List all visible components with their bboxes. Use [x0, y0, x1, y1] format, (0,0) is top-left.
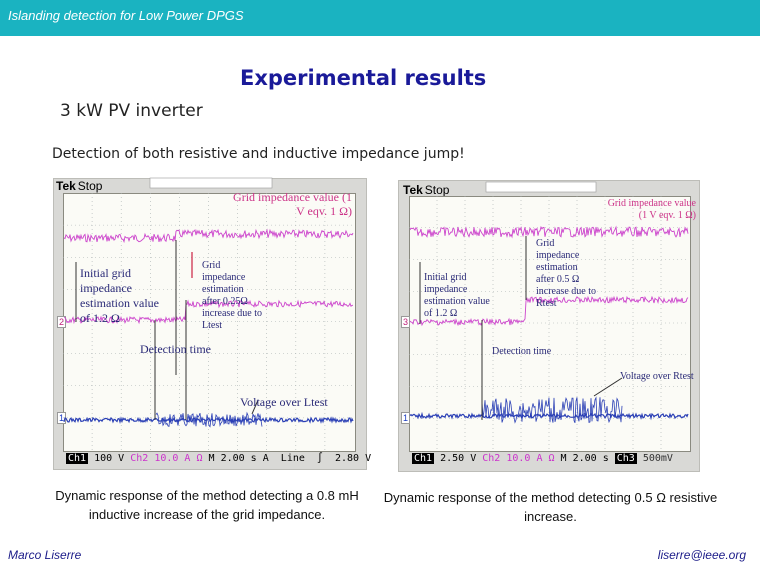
right-grid-impedance-trace	[409, 225, 689, 239]
left-grid-impedance-trace	[63, 228, 354, 244]
left-caption: Dynamic response of the method detecting…	[55, 488, 359, 522]
left-status-ch1: Ch1	[66, 453, 89, 464]
right-tek-brand: Tek	[403, 183, 423, 197]
slide-description: Detection of both resistive and inductiv…	[52, 146, 465, 162]
left-marker-channel-3: 2	[57, 316, 67, 328]
right-scope-screen	[409, 196, 691, 452]
right-tek-label: Tek Stop	[403, 183, 449, 197]
right-caption: Dynamic response of the method detecting…	[383, 490, 718, 524]
right-status-time: M 2.00 s	[560, 453, 609, 464]
right-annotation-grid-value: Grid impedance value (1 V eqv. 1 Ω)	[607, 198, 696, 221]
right-status-ch1: Ch1	[412, 453, 435, 464]
right-trigger-window	[485, 181, 597, 193]
right-voltage-trace	[409, 411, 689, 421]
left-voltage-trace	[63, 415, 354, 425]
right-annotation-detection-time: Detection time	[492, 346, 552, 357]
left-voltage-pointer	[251, 399, 259, 415]
left-annotation-voltage: Voltage over Ltest	[240, 395, 328, 409]
left-status-time: M 2.00 s	[208, 453, 257, 464]
left-annotation-detection-time: Detection time	[140, 342, 211, 356]
left-scope-status: Ch1 100 V Ch2 10.0 A Ω M 2.00 s A Line ∫…	[66, 453, 371, 464]
left-tek-mode: Stop	[77, 179, 103, 193]
left-annotation-estimation-after: Grid impedance estimation after 0.25Ω in…	[202, 260, 262, 331]
right-status-ch3: Ch3	[614, 453, 637, 464]
header-title: Islanding detection for Low Power DPGS	[8, 8, 244, 23]
left-annotation-grid-value: Grid impedance value (1 V eqv. 1 Ω)	[233, 190, 352, 218]
left-tek-label: Tek Stop	[56, 179, 102, 193]
left-status-trigger: A Line ∫ 2.80 V	[262, 453, 372, 464]
right-annotation-initial: Initial grid impedance estimation value …	[424, 272, 490, 319]
right-scope-status: Ch1 2.50 V Ch2 10.0 A Ω M 2.00 s Ch3 500…	[412, 453, 673, 464]
left-status-ch1-scale: 100 V	[94, 453, 125, 464]
left-voltage-burst	[155, 411, 263, 428]
left-tek-brand: Tek	[56, 179, 76, 193]
right-voltage-pointer	[593, 377, 623, 397]
right-annotation-estimation-after: Grid impedance estimation after 0.5 Ω in…	[536, 238, 596, 309]
footer-email: liserre@ieee.org	[657, 548, 746, 562]
header-bar: Islanding detection for Low Power DPGS	[0, 0, 760, 36]
right-marker-channel-3: 3	[401, 316, 411, 328]
left-status-ch2: Ch2	[130, 453, 149, 464]
right-annotation-voltage: Voltage over Rtest	[620, 371, 694, 382]
left-annotation-initial: Initial grid impedance estimation value …	[80, 266, 159, 325]
right-tek-mode: Stop	[424, 183, 450, 197]
right-status-ch1-scale: 2.50 V	[440, 453, 477, 464]
right-status-ch2-scale: 10.0 A Ω	[506, 453, 555, 464]
slide-title: Experimental results	[240, 66, 487, 90]
right-status-ch3-scale: 500mV	[642, 453, 673, 464]
right-status-ch2: Ch2	[482, 453, 501, 464]
left-estimation-trace	[63, 299, 354, 325]
slide-subtitle: 3 kW PV inverter	[60, 101, 203, 121]
right-estimation-trace	[409, 295, 689, 327]
left-status-ch2-scale: 10.0 A Ω	[154, 453, 203, 464]
left-trigger-window	[149, 177, 273, 189]
footer-author: Marco Liserre	[8, 548, 82, 562]
right-voltage-burst	[481, 396, 623, 424]
